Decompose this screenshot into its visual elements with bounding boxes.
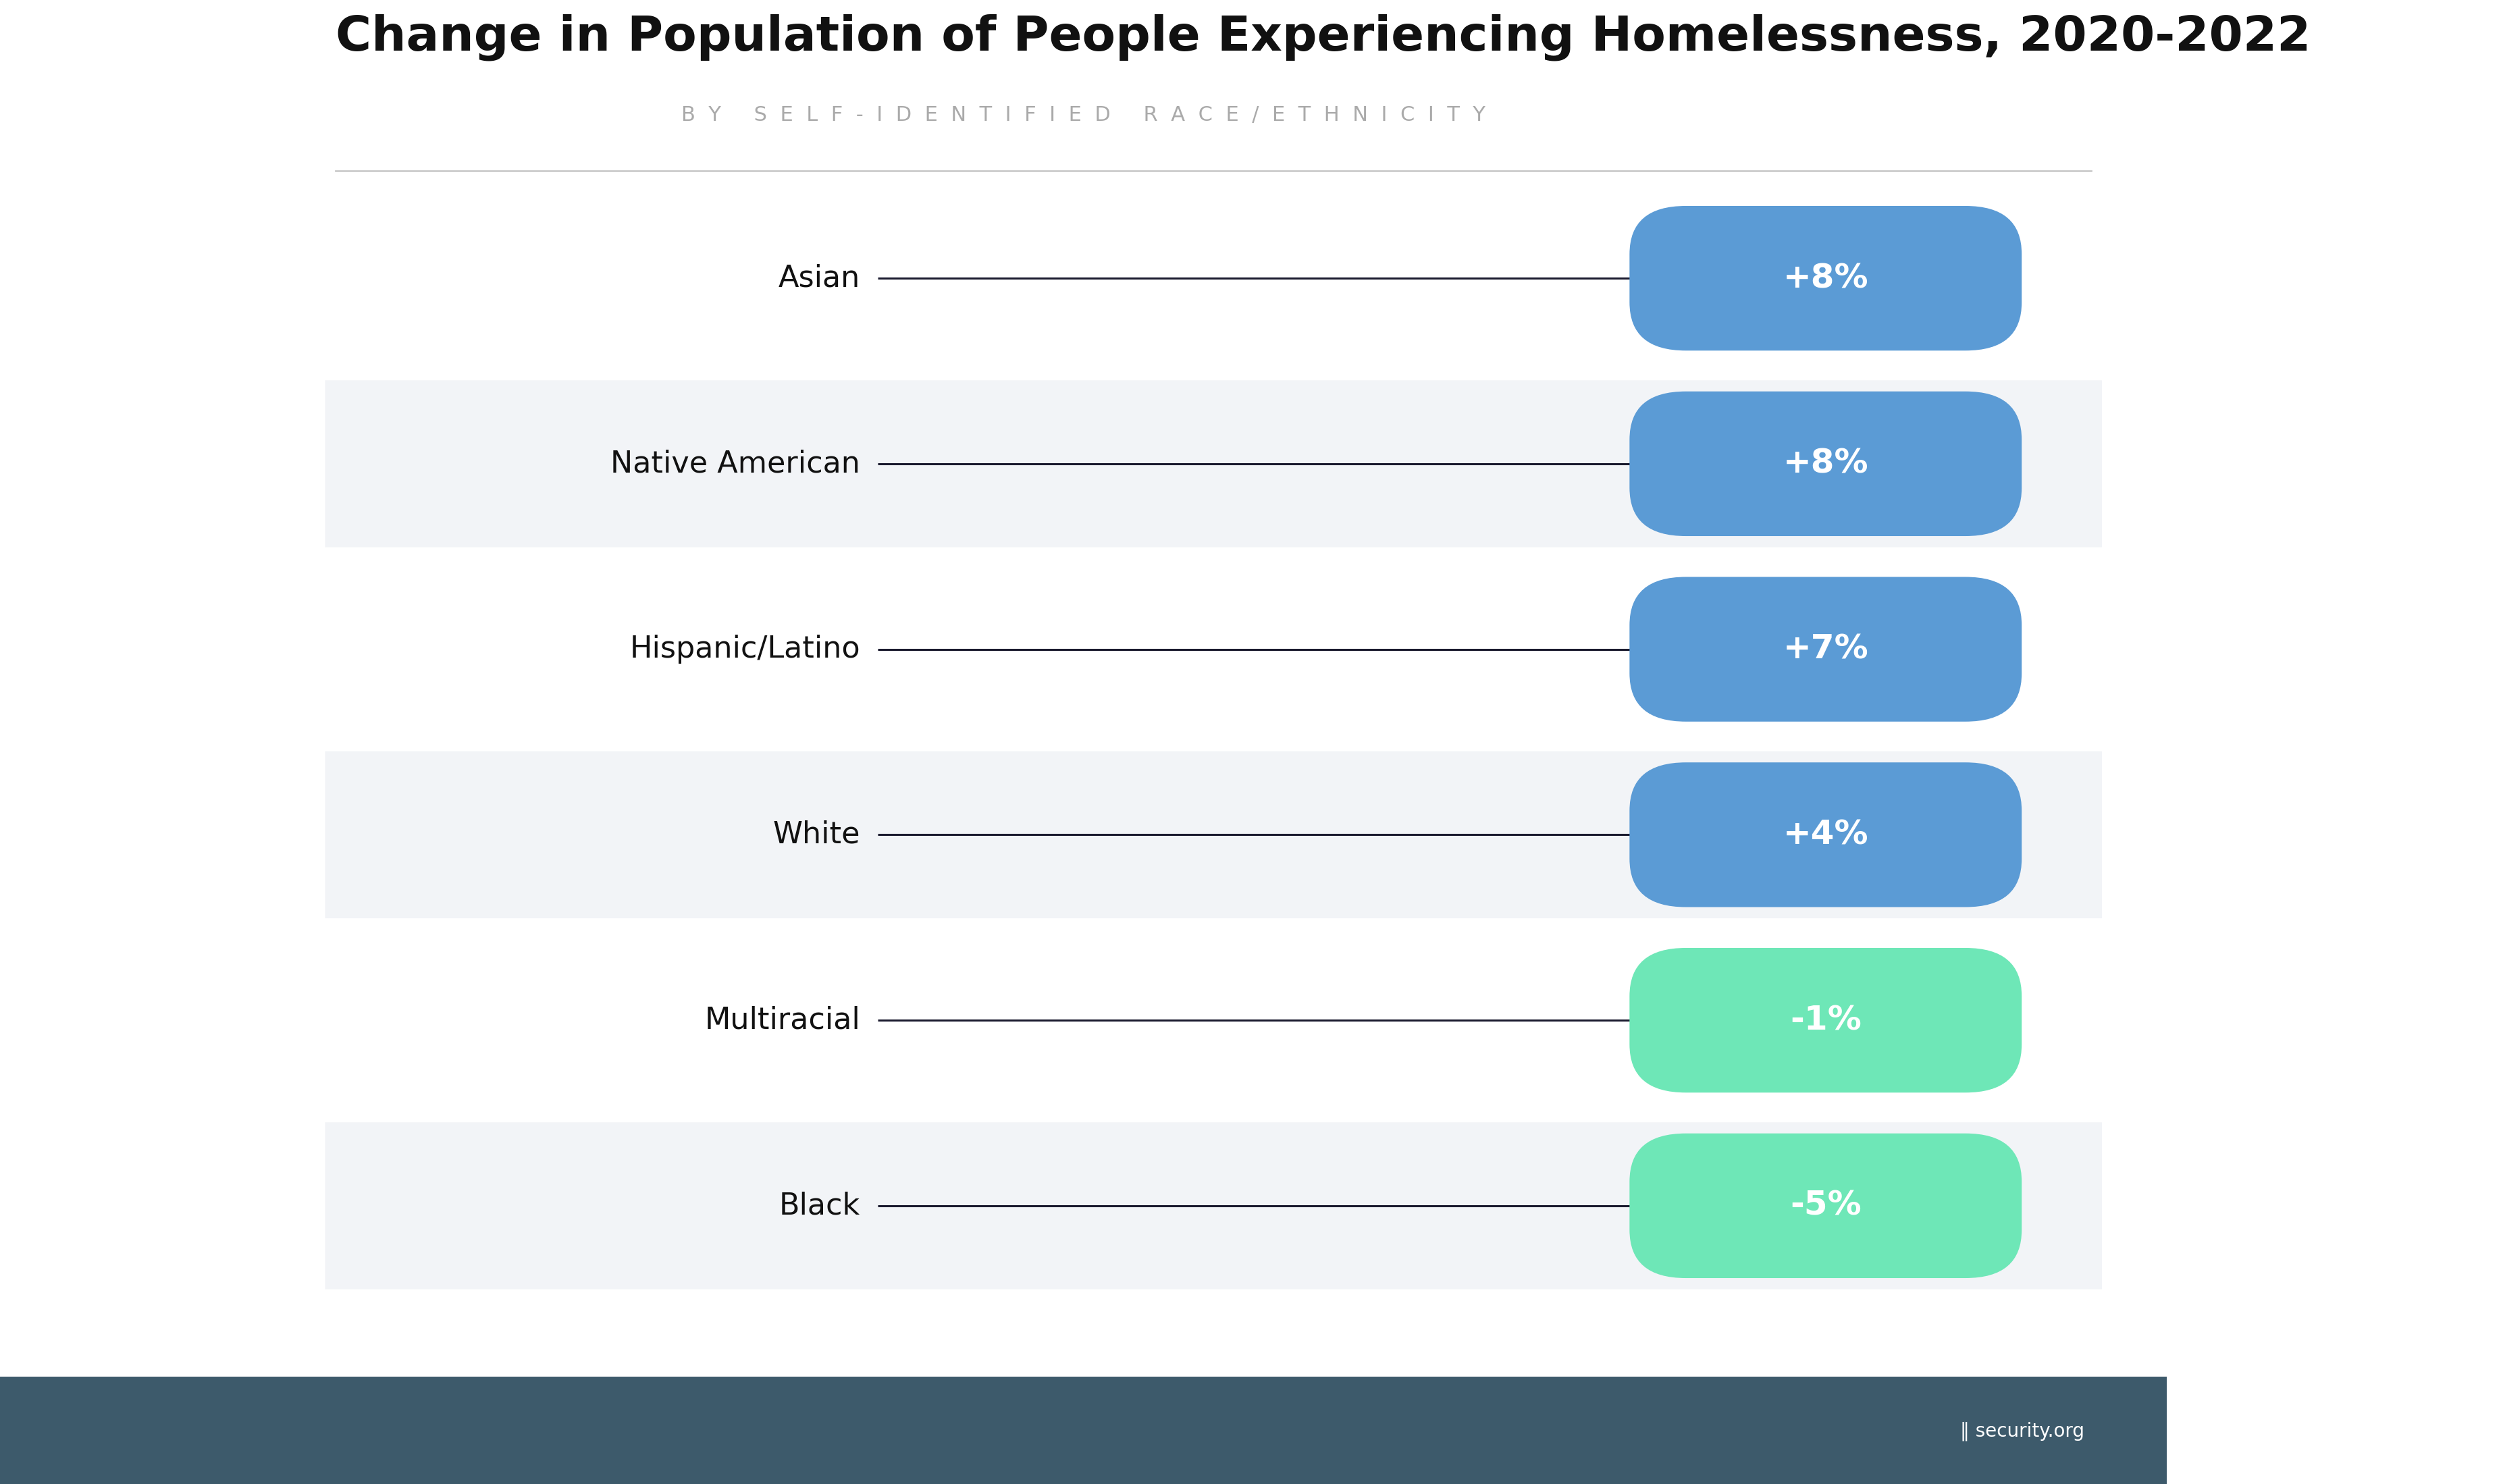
Text: +8%: +8% bbox=[1782, 263, 1867, 294]
FancyBboxPatch shape bbox=[0, 1377, 2168, 1484]
Text: +7%: +7% bbox=[1782, 634, 1867, 665]
Text: B  Y     S  E  L  F  -  I  D  E  N  T  I  F  I  E  D     R  A  C  E  /  E  T  H : B Y S E L F - I D E N T I F I E D R A C … bbox=[681, 105, 1484, 125]
FancyBboxPatch shape bbox=[1629, 948, 2022, 1092]
FancyBboxPatch shape bbox=[325, 1122, 2103, 1290]
FancyBboxPatch shape bbox=[1629, 392, 2022, 536]
Text: +4%: +4% bbox=[1782, 819, 1867, 850]
Text: Hispanic/Latino: Hispanic/Latino bbox=[631, 635, 861, 663]
Text: Change in Population of People Experiencing Homelessness, 2020-2022: Change in Population of People Experienc… bbox=[335, 13, 2310, 61]
Text: +8%: +8% bbox=[1782, 448, 1867, 479]
Text: Native American: Native American bbox=[611, 450, 861, 478]
FancyBboxPatch shape bbox=[1629, 206, 2022, 350]
Text: White: White bbox=[773, 821, 861, 849]
Text: -1%: -1% bbox=[1790, 1005, 1862, 1036]
FancyBboxPatch shape bbox=[1629, 1134, 2022, 1278]
FancyBboxPatch shape bbox=[1629, 577, 2022, 721]
FancyBboxPatch shape bbox=[325, 751, 2103, 919]
Text: Asian: Asian bbox=[778, 264, 861, 292]
FancyBboxPatch shape bbox=[1629, 763, 2022, 907]
FancyBboxPatch shape bbox=[325, 380, 2103, 548]
Text: ‖ security.org: ‖ security.org bbox=[1960, 1422, 2085, 1441]
Text: Multiracial: Multiracial bbox=[703, 1006, 861, 1034]
Text: -5%: -5% bbox=[1790, 1190, 1862, 1221]
Text: Black: Black bbox=[778, 1192, 861, 1220]
